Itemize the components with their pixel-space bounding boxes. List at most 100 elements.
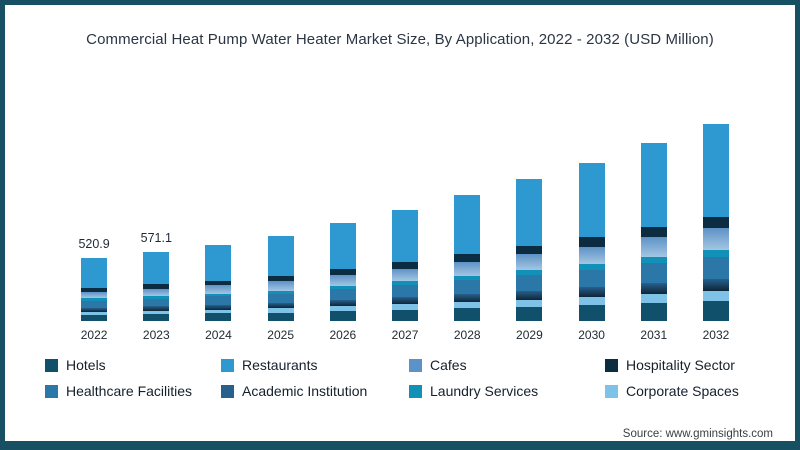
segment-hotels [81, 314, 108, 321]
segment-hotels [267, 312, 294, 321]
segment-cafes [392, 268, 419, 282]
stacked-bar-2023 [143, 251, 170, 321]
segment-academic-institution [578, 286, 605, 298]
x-tick-2030: 2030 [578, 328, 605, 342]
segment-corporate-spaces [81, 311, 108, 315]
segment-corporate-spaces [516, 299, 543, 307]
segment-restaurants [702, 123, 729, 217]
legend-item-cafes: Cafes [409, 357, 605, 373]
legend-label: Hotels [66, 357, 106, 373]
legend: Hotels Restaurants Cafes Hospitality Sector… [45, 357, 775, 399]
legend-swatch-icon [221, 384, 234, 398]
legend-swatch-icon [605, 358, 618, 372]
segment-laundry-services [640, 256, 667, 264]
segment-academic-institution [81, 307, 108, 312]
segment-corporate-spaces [578, 297, 605, 306]
segment-laundry-services [329, 285, 356, 290]
segment-cafes [702, 228, 729, 251]
segment-healthcare-facilities [702, 256, 729, 279]
segment-laundry-services [143, 296, 170, 299]
segment-laundry-services [578, 263, 605, 270]
stacked-bar-2031 [640, 143, 667, 321]
segment-hospitality-sector [267, 276, 294, 282]
segment-academic-institution [516, 290, 543, 300]
segment-restaurants [640, 143, 667, 227]
segment-academic-institution [392, 297, 419, 305]
segment-cafes [143, 288, 170, 297]
segment-cafes [454, 261, 481, 276]
legend-label: Restaurants [242, 357, 318, 373]
segment-corporate-spaces [702, 291, 729, 302]
legend-item-hotels: Hotels [45, 357, 221, 373]
legend-swatch-icon [45, 384, 58, 398]
segment-restaurants [205, 244, 232, 281]
segment-academic-institution [329, 299, 356, 307]
segment-corporate-spaces [267, 308, 294, 313]
x-axis: 2022 2023 2024 2025 2026 2027 2028 2029 2030 2031… [63, 328, 747, 342]
segment-academic-institution [205, 304, 232, 310]
segment-healthcare-facilities [392, 285, 419, 298]
bar-slot-2032 [685, 103, 747, 321]
bar-slot-2026 [312, 103, 374, 321]
segment-corporate-spaces [392, 304, 419, 310]
legend-item-corporate-spaces: Corporate Spaces [605, 383, 775, 399]
bar-value-label-2023: 571.1 [140, 230, 172, 245]
segment-healthcare-facilities [143, 298, 170, 307]
bar-slot-2027 [374, 103, 436, 321]
segment-healthcare-facilities [205, 296, 232, 305]
legend-label: Academic Institution [242, 383, 368, 399]
stacked-bar-2026 [329, 222, 356, 321]
segment-academic-institution [143, 306, 170, 311]
segment-restaurants [578, 162, 605, 238]
legend-label: Corporate Spaces [626, 383, 739, 399]
legend-swatch-icon [605, 384, 618, 398]
legend-item-laundry-services: Laundry Services [409, 383, 605, 399]
x-tick-2022: 2022 [80, 328, 108, 342]
segment-academic-institution [702, 278, 729, 292]
legend-label: Laundry Services [430, 383, 539, 399]
stacked-bar-2025 [267, 236, 294, 321]
segment-laundry-services [516, 269, 543, 275]
segment-healthcare-facilities [454, 280, 481, 294]
legend-swatch-icon [409, 358, 422, 372]
x-tick-2029: 2029 [516, 328, 543, 342]
legend-item-hospitality-sector: Hospitality Sector [605, 357, 775, 373]
plot-area: 520.9 571.1 [63, 103, 747, 321]
segment-healthcare-facilities [329, 289, 356, 300]
segment-academic-institution [267, 302, 294, 309]
bar-slot-2030 [561, 103, 623, 321]
segment-laundry-services [392, 281, 419, 286]
bar-slot-2029 [498, 103, 560, 321]
bar-value-label-2022: 520.9 [78, 237, 110, 252]
segment-restaurants [516, 179, 543, 246]
segment-hotels [143, 314, 170, 321]
x-tick-2026: 2026 [329, 328, 357, 342]
segment-laundry-services [267, 290, 294, 294]
segment-cafes [81, 291, 108, 299]
segment-corporate-spaces [454, 302, 481, 309]
segment-healthcare-facilities [578, 269, 605, 287]
segment-hospitality-sector [143, 284, 170, 289]
x-tick-2025: 2025 [267, 328, 294, 342]
bar-slot-2028 [436, 103, 498, 321]
legend-swatch-icon [221, 358, 234, 372]
segment-corporate-spaces [205, 309, 232, 314]
segment-healthcare-facilities [81, 300, 108, 308]
legend-label: Hospitality Sector [626, 357, 735, 373]
stacked-bar-2028 [454, 195, 481, 321]
stacked-bar-2029 [516, 179, 543, 321]
segment-hotels [702, 301, 729, 321]
segment-hotels [205, 313, 232, 321]
segment-cafes [578, 246, 605, 264]
segment-hospitality-sector [454, 254, 481, 262]
stacked-bar-2022 [81, 258, 108, 321]
segment-hospitality-sector [640, 226, 667, 238]
segment-laundry-services [205, 293, 232, 297]
stacked-bar-2024 [205, 244, 232, 321]
bar-slot-2022: 520.9 [63, 103, 125, 321]
segment-hospitality-sector [329, 269, 356, 275]
legend-item-academic-institution: Academic Institution [221, 383, 409, 399]
segment-corporate-spaces [143, 310, 170, 315]
segment-hospitality-sector [205, 280, 232, 286]
